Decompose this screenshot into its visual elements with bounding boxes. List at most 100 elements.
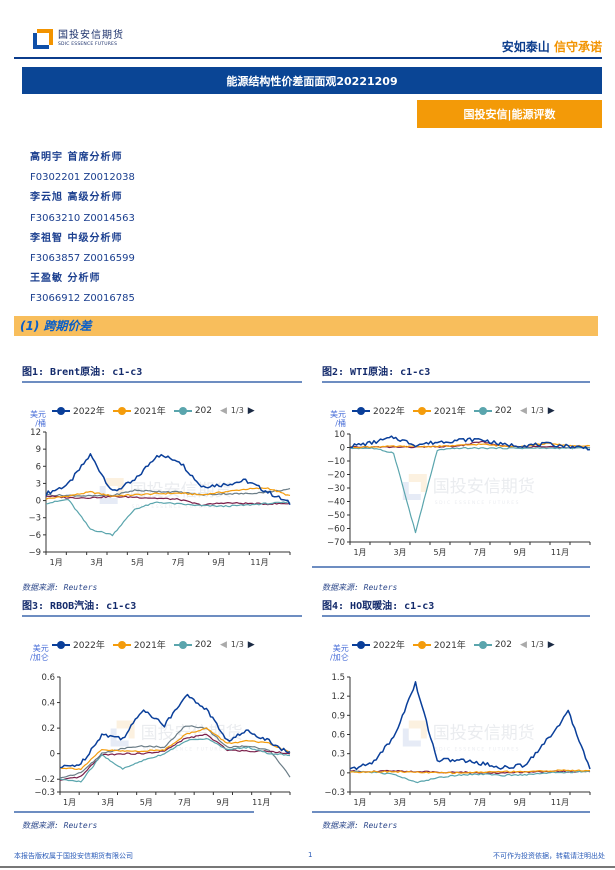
figure-divider: [22, 381, 302, 383]
legend-next-icon[interactable]: ▶: [247, 639, 255, 650]
svg-text:−50: −50: [327, 511, 345, 521]
author-list: 高明宇 首席分析师 F0302201 Z0012038 李云旭 高级分析师 F3…: [30, 151, 135, 313]
chart-rbob: 国投安信期货 SDIC ESSENCE FUTURES 0.6 0.4 0.2 0 −0.2…: [34, 673, 291, 807]
svg-text:国投安信期货: 国投安信期货: [433, 724, 535, 744]
chart-1-legend: 2022年 2021年 202 ◀ 1/3 ▶: [52, 404, 255, 417]
svg-text:−10: −10: [327, 457, 345, 467]
legend-pager: ◀ 1/3 ▶: [220, 406, 255, 416]
svg-text:0.9: 0.9: [331, 711, 345, 721]
report-title: 能源结构性价差面面观20221209: [22, 67, 602, 94]
legend-item-202[interactable]: 202: [173, 640, 212, 650]
legend-item-2021[interactable]: 2021年: [112, 404, 166, 417]
svg-text:11月: 11月: [252, 798, 270, 807]
logo-mark-icon: [33, 29, 53, 49]
header-divider: [14, 57, 602, 59]
legend-pager: ◀ 1/3 ▶: [520, 406, 555, 416]
legend-next-icon[interactable]: ▶: [547, 405, 555, 416]
legend-next-icon[interactable]: ▶: [547, 639, 555, 650]
svg-text:−0.3: −0.3: [324, 788, 345, 798]
legend-pager: ◀ 1/3 ▶: [220, 640, 255, 650]
svg-text:5月: 5月: [131, 558, 144, 567]
legend-pager: ◀ 1/3 ▶: [520, 640, 555, 650]
svg-text:国投安信期货: 国投安信期货: [433, 477, 535, 497]
figure-divider: [322, 381, 590, 383]
legend-item-202[interactable]: 202: [473, 640, 512, 650]
svg-text:0: 0: [36, 497, 41, 507]
svg-text:11月: 11月: [551, 548, 569, 557]
svg-text:7月: 7月: [473, 798, 486, 807]
legend-page: 1/3: [530, 640, 544, 649]
author-name: 高明宇 首席分析师: [30, 152, 123, 163]
figure-1-header: 图1: Brent原油: c1-c3: [22, 363, 302, 383]
legend-item-202[interactable]: 202: [473, 406, 512, 416]
legend-item-2022[interactable]: 2022年: [52, 404, 105, 417]
footer-page-number: 1: [308, 851, 313, 859]
legend-prev-icon[interactable]: ◀: [220, 405, 227, 416]
svg-text:11月: 11月: [250, 558, 268, 567]
slogan-part-1: 安如泰山: [501, 40, 550, 54]
svg-text:−40: −40: [327, 498, 345, 508]
chart-brent: 国投安信期货 SDIC ESSENCE FUTURES 12 9 6 3 0 −3 −6 −9 1月…: [28, 428, 291, 567]
svg-text:−60: −60: [327, 525, 345, 535]
chart-4-legend: 2022年 2021年 202 ◀ 1/3 ▶: [352, 638, 555, 651]
slogan: 安如泰山 信守承诺: [502, 38, 602, 55]
svg-text:12: 12: [30, 428, 41, 438]
svg-text:3: 3: [36, 479, 41, 489]
legend-prev-icon[interactable]: ◀: [520, 639, 527, 650]
chart-2-legend: 2022年 2021年 202 ◀ 1/3 ▶: [352, 404, 555, 417]
svg-text:7月: 7月: [172, 558, 185, 567]
svg-text:0: 0: [340, 769, 345, 779]
svg-text:SDIC ESSENCE FUTURES: SDIC ESSENCE FUTURES: [435, 500, 520, 506]
legend-next-icon[interactable]: ▶: [247, 405, 255, 416]
legend-item-2021[interactable]: 2021年: [412, 404, 466, 417]
figure-divider: [22, 615, 302, 617]
author-ids: F3066912 Z0016785: [30, 293, 135, 305]
figure-2-source: 数据来源: Reuters: [322, 583, 398, 592]
legend-prev-icon[interactable]: ◀: [220, 639, 227, 650]
author-ids: F3063857 Z0016599: [30, 252, 135, 264]
svg-text:0: 0: [340, 444, 345, 454]
svg-text:9: 9: [36, 445, 41, 455]
svg-text:−30: −30: [327, 484, 345, 494]
svg-text:国投安信期货: 国投安信期货: [141, 724, 243, 744]
svg-text:−6: −6: [28, 531, 41, 541]
figure-3-header: 图3: RBOB汽油: c1-c3: [22, 597, 302, 617]
author-name: 王盈敏 分析师: [30, 273, 101, 285]
author-ids: F0302201 Z0012038: [30, 172, 135, 184]
legend-prev-icon[interactable]: ◀: [520, 405, 527, 416]
svg-text:1月: 1月: [353, 798, 366, 807]
svg-text:7月: 7月: [178, 798, 191, 807]
svg-text:0: 0: [50, 750, 55, 760]
legend-item-202[interactable]: 202: [173, 406, 212, 416]
legend-item-2022[interactable]: 2022年: [352, 638, 405, 651]
svg-text:1月: 1月: [63, 798, 76, 807]
figure-title: 图3: RBOB汽油: c1-c3: [22, 601, 137, 612]
legend-item-2022[interactable]: 2022年: [52, 638, 105, 651]
svg-text:1.2: 1.2: [331, 692, 345, 702]
footer-divider: [0, 866, 615, 868]
footer-copyright: 本报告版权属于国投安信期货有限公司: [14, 852, 133, 860]
legend-page: 1/3: [530, 406, 544, 415]
svg-text:国投安信期货: 国投安信期货: [130, 481, 232, 501]
figure-2-bottom-divider: [312, 566, 590, 568]
svg-text:1月: 1月: [50, 558, 63, 567]
figure-4-source: 数据来源: Reuters: [322, 821, 398, 830]
svg-text:9月: 9月: [212, 558, 225, 567]
svg-text:−0.2: −0.2: [34, 775, 55, 785]
section-heading: (1) 跨期价差: [14, 316, 598, 336]
chart-4-unit: 美元/加仑: [330, 644, 349, 662]
report-tag: 国投安信|能源评数: [417, 100, 602, 128]
figure-1-source: 数据来源: Reuters: [22, 583, 98, 592]
svg-text:−0.3: −0.3: [34, 788, 55, 798]
author-ids: F3063210 Z0014563: [30, 212, 135, 224]
svg-text:5月: 5月: [433, 798, 446, 807]
chart-3-unit: 美元/加仑: [30, 644, 49, 662]
legend-page: 1/3: [230, 406, 244, 415]
chart-ho: 国投安信期货 SDIC ESSENCE FUTURES 1.5 1.2 0.9 0.6 0.…: [324, 673, 591, 807]
svg-text:3月: 3月: [101, 798, 114, 807]
figure-title: 图1: Brent原油: c1-c3: [22, 367, 143, 378]
legend-item-2021[interactable]: 2021年: [412, 638, 466, 651]
legend-item-2022[interactable]: 2022年: [352, 404, 405, 417]
chart-wti: 国投安信期货 SDIC ESSENCE FUTURES 10 0 −10 −20 −30 −4…: [327, 430, 591, 557]
legend-item-2021[interactable]: 2021年: [112, 638, 166, 651]
